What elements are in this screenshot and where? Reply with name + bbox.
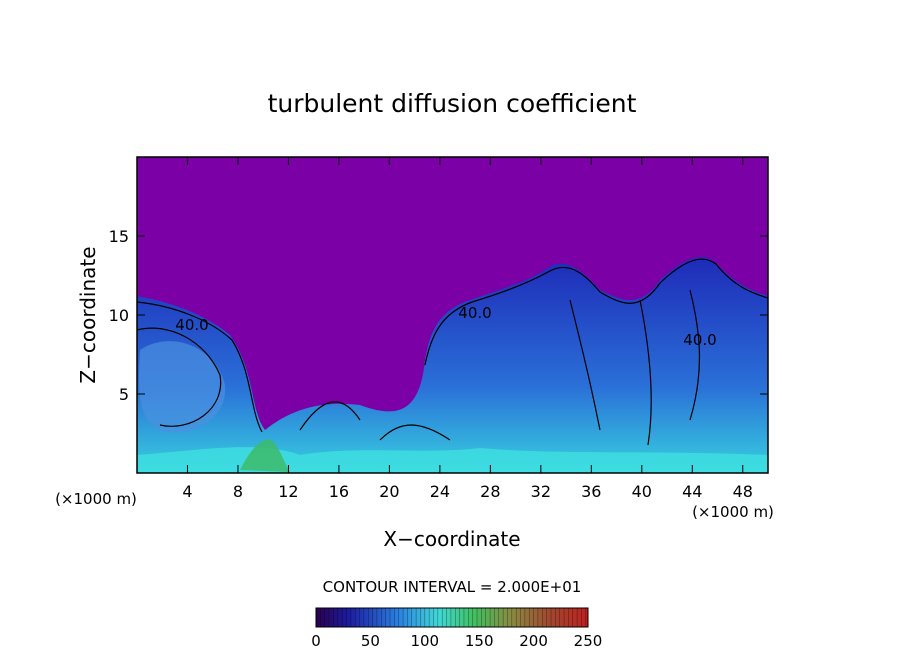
contour-interval-text: CONTOUR INTERVAL = 2.000E+01: [323, 578, 582, 596]
colorbar-tick-label: 50: [361, 632, 380, 650]
y-tick-label: 15: [109, 227, 129, 246]
colorbar-gradient: [316, 608, 588, 627]
x-tick-label: 36: [581, 482, 601, 501]
x-tick-label: 16: [329, 482, 349, 501]
y-tick-label: 5: [119, 385, 129, 404]
chart-title: turbulent diffusion coefficient: [268, 89, 637, 118]
colorbar-frame: [315, 607, 589, 628]
x-tick-label: 12: [278, 482, 298, 501]
green-plume: [240, 439, 290, 472]
colorbar: 0 50 100 150 200 250: [311, 607, 602, 650]
x-tick-label: 4: [182, 482, 192, 501]
plot-area: 40.0 40.0 40.0: [136, 156, 769, 474]
x-axis-label: X−coordinate: [383, 527, 520, 551]
colorbar-ticks: 0 50 100 150 200 250: [311, 632, 602, 650]
x-tick-label: 40: [632, 482, 652, 501]
x-axis-ticks: 4 8 12 16 20 24 28 32 36 40 44 48: [182, 157, 753, 501]
colorbar-tick-label: 200: [519, 632, 548, 650]
y-axis-ticks: 5 10 15: [109, 227, 768, 404]
x-tick-label: 8: [233, 482, 243, 501]
x-tick-label: 48: [733, 482, 753, 501]
contour-lines: [137, 258, 768, 446]
turbulence-field: [137, 257, 768, 473]
near-ground-layer: [137, 447, 768, 473]
x-units-right: (×1000 m): [692, 503, 774, 521]
colorbar-tick-label: 150: [465, 632, 494, 650]
colorbar-tick-label: 0: [311, 632, 321, 650]
x-tick-label: 24: [430, 482, 450, 501]
x-tick-label: 32: [531, 482, 551, 501]
left-vortex-core: [139, 341, 226, 433]
colorbar-tick-label: 100: [410, 632, 439, 650]
x-tick-label: 28: [480, 482, 500, 501]
x-units-left: (×1000 m): [55, 490, 137, 508]
contour-label: 40.0: [175, 316, 208, 334]
contour-label: 40.0: [458, 304, 491, 322]
x-tick-label: 44: [682, 482, 702, 501]
x-tick-label: 20: [379, 482, 399, 501]
contour-label: 40.0: [683, 331, 716, 349]
colorbar-tick-label: 250: [574, 632, 603, 650]
colorbar-stripes: [315, 608, 587, 627]
turbulent-region: [137, 257, 768, 473]
y-axis-label: Z−coordinate: [76, 246, 100, 383]
y-tick-label: 10: [109, 306, 129, 325]
